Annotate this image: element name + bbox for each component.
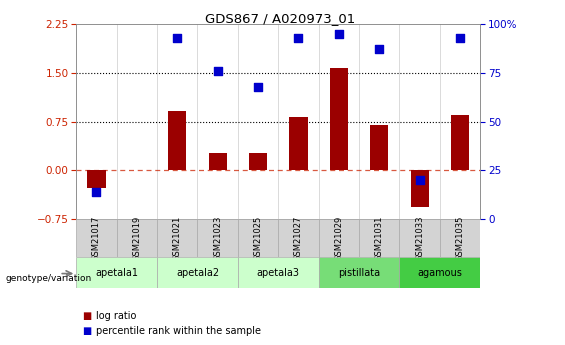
Point <box>455 35 464 41</box>
Bar <box>168 110 186 170</box>
Bar <box>198 219 238 257</box>
Text: agamous: agamous <box>418 268 462 277</box>
Bar <box>117 219 157 257</box>
Bar <box>238 219 279 257</box>
Bar <box>399 257 480 288</box>
Bar <box>249 153 267 170</box>
Text: GSM21025: GSM21025 <box>254 215 263 261</box>
Text: GSM21023: GSM21023 <box>213 215 222 261</box>
Bar <box>451 115 469 170</box>
Point <box>92 189 101 195</box>
Bar <box>88 170 106 188</box>
Text: GSM21035: GSM21035 <box>455 215 464 261</box>
Text: GSM21017: GSM21017 <box>92 215 101 261</box>
Text: pistillata: pistillata <box>338 268 380 277</box>
Text: GDS867 / A020973_01: GDS867 / A020973_01 <box>205 12 355 25</box>
Point <box>415 177 424 183</box>
Text: GSM21027: GSM21027 <box>294 215 303 261</box>
Text: GSM21033: GSM21033 <box>415 215 424 261</box>
Point <box>173 35 182 41</box>
Text: apetala3: apetala3 <box>257 268 300 277</box>
Bar <box>359 219 399 257</box>
Bar <box>330 68 348 170</box>
Bar <box>399 219 440 257</box>
Bar <box>208 153 227 170</box>
Point <box>213 68 222 74</box>
Bar <box>319 257 399 288</box>
Point <box>294 35 303 41</box>
Bar <box>440 219 480 257</box>
Text: apetala2: apetala2 <box>176 268 219 277</box>
Text: GSM21031: GSM21031 <box>375 215 384 261</box>
Bar <box>279 219 319 257</box>
Point <box>254 84 263 89</box>
Bar <box>157 257 238 288</box>
Bar <box>370 125 388 170</box>
Bar <box>319 219 359 257</box>
Point <box>334 31 344 37</box>
Bar <box>157 219 198 257</box>
Text: GSM21021: GSM21021 <box>173 215 182 261</box>
Text: log ratio: log ratio <box>96 311 136 321</box>
Text: ■: ■ <box>82 311 91 321</box>
Bar <box>76 257 157 288</box>
Bar <box>411 170 429 207</box>
Text: percentile rank within the sample: percentile rank within the sample <box>96 326 261 336</box>
Text: genotype/variation: genotype/variation <box>6 274 92 283</box>
Bar <box>238 257 319 288</box>
Text: GSM21019: GSM21019 <box>132 215 141 261</box>
Point <box>375 47 384 52</box>
Text: ■: ■ <box>82 326 91 336</box>
Text: GSM21029: GSM21029 <box>334 215 344 261</box>
Bar <box>289 117 307 170</box>
Text: apetala1: apetala1 <box>95 268 138 277</box>
Bar <box>76 219 117 257</box>
